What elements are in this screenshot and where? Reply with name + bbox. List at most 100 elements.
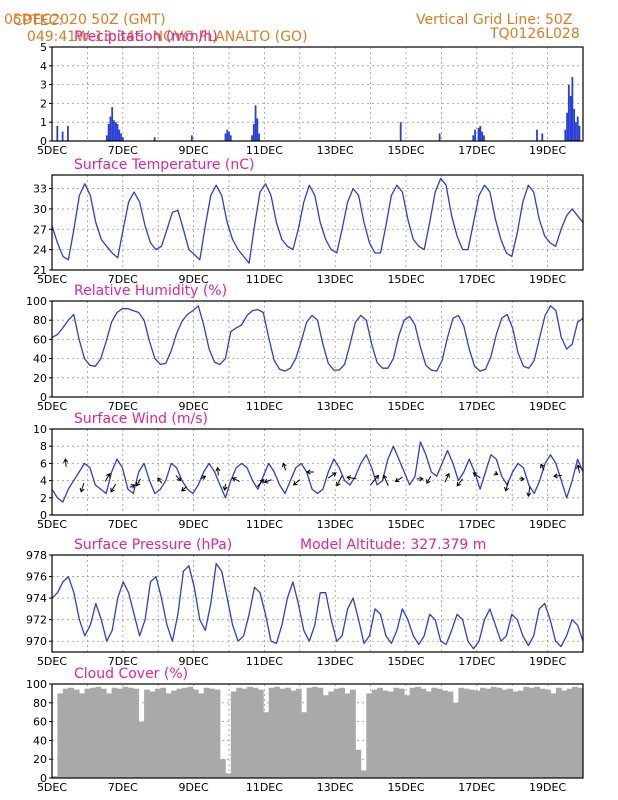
cloud-bar xyxy=(398,688,405,778)
y-tick-label: 978 xyxy=(26,549,47,562)
precip-bar xyxy=(120,133,122,141)
rh-title: Relative Humidity (%) xyxy=(74,283,227,299)
y-tick-label: 0 xyxy=(40,391,47,404)
wind-arrowhead xyxy=(540,463,545,469)
cloud-bar xyxy=(474,690,481,778)
wind-arrowhead xyxy=(215,466,221,472)
wind-arrowhead xyxy=(374,474,379,480)
x-tick-label: 15DEC xyxy=(387,144,424,157)
y-tick-label: 100 xyxy=(26,678,47,691)
wind-vector xyxy=(181,486,187,492)
cloud-bar xyxy=(149,691,156,778)
code-label: TQ0126L028 xyxy=(490,26,580,42)
x-tick-label: 15DEC xyxy=(387,518,424,531)
precip-bar xyxy=(153,137,156,141)
precip-bar xyxy=(536,129,538,141)
wind-arrowhead xyxy=(259,479,265,484)
wind-arrowhead xyxy=(445,472,450,478)
x-tick-label: 17DEC xyxy=(458,781,495,794)
wind-panel: 0 2 4 6 8 10 5DEC 7DEC 9DEC 11DEC 13DEC 15DEC 17DEC 1… xyxy=(33,411,584,531)
wind-vector xyxy=(540,464,545,471)
cloud-bar xyxy=(555,687,562,778)
y-tick-label: 60 xyxy=(33,716,47,729)
cloud-bar xyxy=(415,686,421,778)
x-tick-label: 5DEC xyxy=(37,273,67,286)
x-tick-label: 19DEC xyxy=(529,781,566,794)
wind-vector xyxy=(553,474,562,477)
wind-vector xyxy=(327,472,337,479)
precip-panel: 0 1 2 3 4 5 5DEC 7DEC 9DEC 11DEC 13DEC 15DEC 17DEC 19… xyxy=(37,29,584,157)
cloud-bar xyxy=(127,687,134,778)
cloud-bar xyxy=(279,688,286,778)
cloud-bar xyxy=(138,721,145,778)
pres-title: Surface Pressure (hPa) xyxy=(74,537,232,553)
wind-vector xyxy=(256,479,264,487)
wind-arrowhead xyxy=(231,477,237,482)
x-tick-label: 13DEC xyxy=(317,655,354,668)
wind-arrowhead xyxy=(526,492,532,498)
cloud-bar xyxy=(507,688,513,778)
precip-bar xyxy=(481,131,484,141)
x-tick-label: 15DEC xyxy=(387,273,424,286)
y-tick-label: 3 xyxy=(40,79,47,92)
precip-bar xyxy=(576,116,579,141)
wind-vector xyxy=(110,483,117,493)
x-tick-label: 13DEC xyxy=(317,518,354,531)
cloud-bar xyxy=(274,686,280,778)
precip-bar xyxy=(571,77,574,141)
cloud-bar xyxy=(62,688,69,778)
cloud-bar xyxy=(496,687,503,778)
pres-panel: 970 972 974 976 978 5DEC 7DEC 9DEC 11DEC 13DEC 15D… xyxy=(26,537,584,668)
precip-bar xyxy=(252,124,255,141)
precip-bar xyxy=(474,129,476,141)
x-tick-label: 9DEC xyxy=(179,655,209,668)
x-tick-label: 5DEC xyxy=(37,518,67,531)
wind-arrowhead xyxy=(176,476,182,482)
y-tick-label: 10 xyxy=(33,423,47,436)
x-tick-label: 17DEC xyxy=(458,144,495,157)
wind-arrowhead xyxy=(426,479,431,484)
cloud-bar xyxy=(371,689,378,778)
cloud-bar xyxy=(469,689,476,778)
y-tick-label: 20 xyxy=(33,372,47,385)
wind-arrowhead xyxy=(130,484,136,489)
y-tick-label: 0 xyxy=(40,772,47,785)
cloud-bar xyxy=(187,686,194,778)
wind-vector xyxy=(370,475,379,486)
precip-bar xyxy=(190,135,193,141)
wind-arrowhead xyxy=(520,476,525,482)
y-tick-label: 4 xyxy=(40,60,47,73)
precip-bar xyxy=(114,122,117,141)
precip-bar xyxy=(111,107,114,141)
cloud-bar xyxy=(301,712,308,778)
cloud-bar xyxy=(360,770,367,778)
y-tick-label: 970 xyxy=(26,635,47,648)
x-tick-label: 9DEC xyxy=(179,400,209,413)
precip-bar xyxy=(573,109,576,141)
precip-bar xyxy=(399,122,402,141)
y-tick-label: 80 xyxy=(33,314,47,327)
cloud-bar xyxy=(209,688,215,778)
cloud-bar xyxy=(290,690,297,778)
cloud-bar xyxy=(333,688,340,778)
cloud-bar xyxy=(572,686,578,778)
wind-arrowhead xyxy=(576,464,582,470)
wind-vector xyxy=(383,475,389,486)
x-tick-label: 7DEC xyxy=(108,655,138,668)
wind-arrowhead xyxy=(222,486,228,491)
cloud-bar xyxy=(306,687,313,778)
y-tick-label: 8 xyxy=(40,440,47,453)
x-tick-label: 9DEC xyxy=(179,781,209,794)
cloud-bar xyxy=(236,687,243,778)
wind-arrowhead xyxy=(456,481,462,487)
precip-bar xyxy=(575,122,577,141)
cloud-bar xyxy=(68,687,75,778)
y-tick-label: 976 xyxy=(26,571,47,584)
x-tick-label: 5DEC xyxy=(37,400,67,413)
cloud-bar xyxy=(203,687,210,778)
cloud-bar xyxy=(176,688,183,778)
source-label: CPTEC: xyxy=(12,13,64,29)
cloud-bar xyxy=(436,688,443,778)
wind-vector xyxy=(136,478,141,487)
